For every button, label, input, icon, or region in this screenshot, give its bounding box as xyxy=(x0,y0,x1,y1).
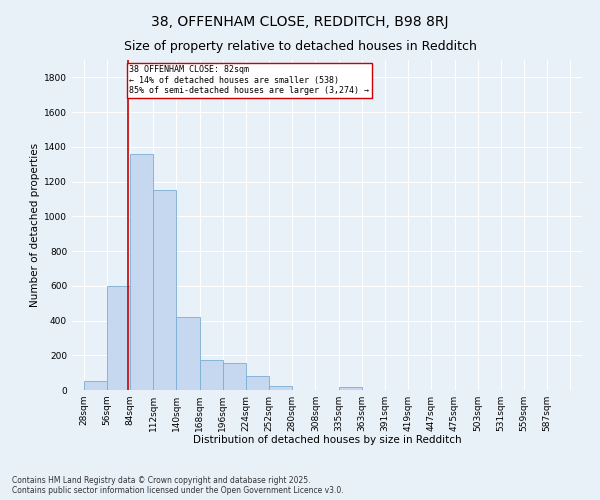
Bar xyxy=(130,154,153,390)
Bar xyxy=(199,360,223,390)
Text: Size of property relative to detached houses in Redditch: Size of property relative to detached ho… xyxy=(124,40,476,53)
Y-axis label: Number of detached properties: Number of detached properties xyxy=(30,143,40,307)
Bar xyxy=(338,386,362,390)
Text: 38 OFFENHAM CLOSE: 82sqm
← 14% of detached houses are smaller (538)
85% of semi-: 38 OFFENHAM CLOSE: 82sqm ← 14% of detach… xyxy=(129,65,369,95)
Bar xyxy=(223,363,246,390)
Bar xyxy=(83,382,107,390)
Bar xyxy=(176,317,199,390)
Bar xyxy=(269,386,292,390)
Bar xyxy=(107,286,130,390)
Text: 38, OFFENHAM CLOSE, REDDITCH, B98 8RJ: 38, OFFENHAM CLOSE, REDDITCH, B98 8RJ xyxy=(151,15,449,29)
Text: Contains HM Land Registry data © Crown copyright and database right 2025.
Contai: Contains HM Land Registry data © Crown c… xyxy=(12,476,344,495)
Bar xyxy=(246,376,269,390)
Bar xyxy=(153,190,176,390)
X-axis label: Distribution of detached houses by size in Redditch: Distribution of detached houses by size … xyxy=(193,436,461,446)
